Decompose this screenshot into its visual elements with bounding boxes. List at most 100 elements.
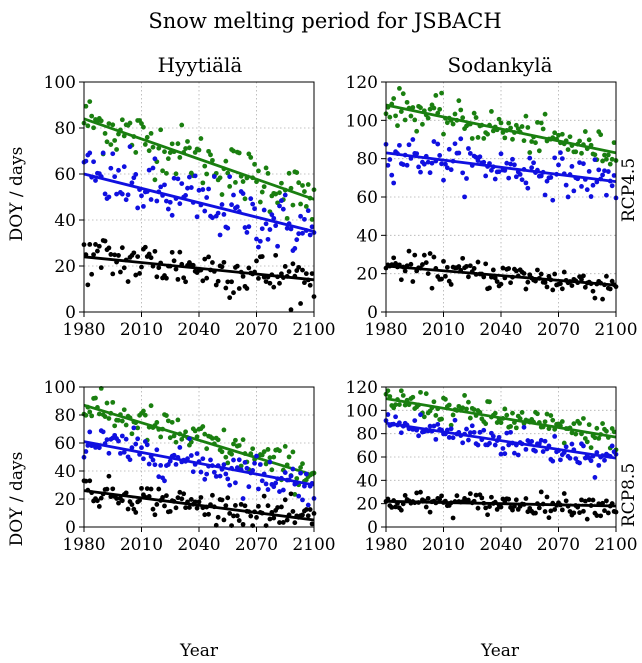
scatter-point-green [110,122,116,128]
scatter-point-black [125,279,131,284]
scatter-point-blue [229,202,234,208]
scatter-point-blue [256,244,261,250]
scatter-point-blue [558,150,563,156]
scatter-point-green [133,150,139,155]
scatter-point-green [183,146,188,151]
scatter-point-black [85,282,91,288]
scatter-point-blue [263,221,269,227]
scatter-point-green [456,98,462,104]
scatter-point-green [418,105,423,111]
scatter-point-blue [225,476,231,482]
scatter-point-blue [280,206,286,212]
scatter-point-blue [254,236,259,242]
scatter-point-blue [96,445,102,451]
scatter-point-blue [292,246,298,251]
scatter-point-blue [165,206,171,212]
scatter-point-green [542,111,548,117]
scatter-point-blue [563,444,569,450]
y-tick-label: 40 [54,211,76,231]
scatter-point-black [187,505,192,510]
scatter-point-blue [288,473,294,479]
scatter-point-blue [515,452,521,458]
x-tick-label: 2010 [422,535,465,555]
scatter-point-blue [460,440,466,446]
scatter-point-black [98,265,104,271]
scatter-point-blue [431,139,437,144]
scatter-point-green [129,431,135,437]
scatter-point-green [460,115,466,121]
scatter-point-green [83,412,89,418]
scatter-point-green [425,115,431,121]
scatter-point-black [261,493,267,499]
scatter-point-blue [177,201,183,207]
scatter-point-black [288,491,294,497]
scatter-point-black [467,263,473,269]
scatter-point-blue [265,236,271,242]
scatter-point-green [309,217,315,222]
scatter-point-blue [448,426,454,432]
scatter-point-blue [602,457,607,463]
scatter-point-black [202,256,208,262]
scatter-point-blue [467,430,473,436]
scatter-point-blue [267,459,273,465]
scatter-point-black [210,492,215,498]
scatter-point-black [513,497,519,503]
scatter-point-green [561,440,567,446]
x-tick-label: 2040 [479,320,522,340]
scatter-point-green [141,124,146,130]
scatter-point-green [225,460,231,466]
scatter-point-green [527,150,533,155]
scatter-point-blue [504,160,510,166]
scatter-point-black [129,502,135,507]
scatter-point-black [254,258,259,264]
scatter-point-blue [577,460,582,466]
scatter-point-blue [550,197,556,203]
scatter-point-blue [435,141,441,147]
scatter-point-green [423,391,429,397]
y-tick-label: 20 [356,265,378,285]
scatter-point-green [144,134,150,140]
scatter-point-green [487,399,492,405]
scatter-point-blue [244,465,250,471]
scatter-point-black [393,504,398,510]
scatter-point-black [221,259,227,265]
y-tick-label: 40 [356,226,378,246]
scatter-point-green [441,131,446,137]
scatter-point-green [296,180,302,186]
scatter-point-black [300,267,305,273]
scatter-point-black [202,512,208,518]
scatter-point-blue [477,154,483,160]
scatter-point-black [450,515,456,521]
column-title-hyytiala: Hyytiälä [158,53,243,77]
scatter-point-blue [477,429,483,435]
scatter-point-green [169,419,175,425]
scatter-point-green [303,204,309,209]
scatter-point-green [404,99,410,105]
scatter-point-black [425,271,431,276]
y-tick-label: 100 [44,378,76,398]
scatter-point-blue [250,201,256,207]
scatter-point-black [223,285,229,291]
scatter-point-black [273,252,279,258]
scatter-point-black [119,245,125,251]
y-tick-label: 60 [54,434,76,454]
scatter-point-green [467,415,473,421]
scatter-point-blue [196,187,202,193]
scatter-point-blue [194,214,200,220]
scatter-point-green [402,402,408,408]
scatter-point-blue [437,153,443,158]
scatter-point-black [114,496,119,501]
scatter-point-black [87,478,93,484]
scatter-point-black [300,512,305,518]
scatter-point-blue [231,457,236,463]
scatter-point-blue [508,429,513,435]
scatter-point-black [133,272,139,278]
scatter-point-black [213,282,219,288]
scatter-point-blue [250,468,256,473]
y-tick-label: 0 [65,518,76,538]
y-tick-label: 0 [367,303,378,323]
scatter-point-blue [527,155,533,161]
scatter-point-black [271,284,277,290]
scatter-point-blue [158,184,164,190]
scatter-point-black [240,521,246,527]
